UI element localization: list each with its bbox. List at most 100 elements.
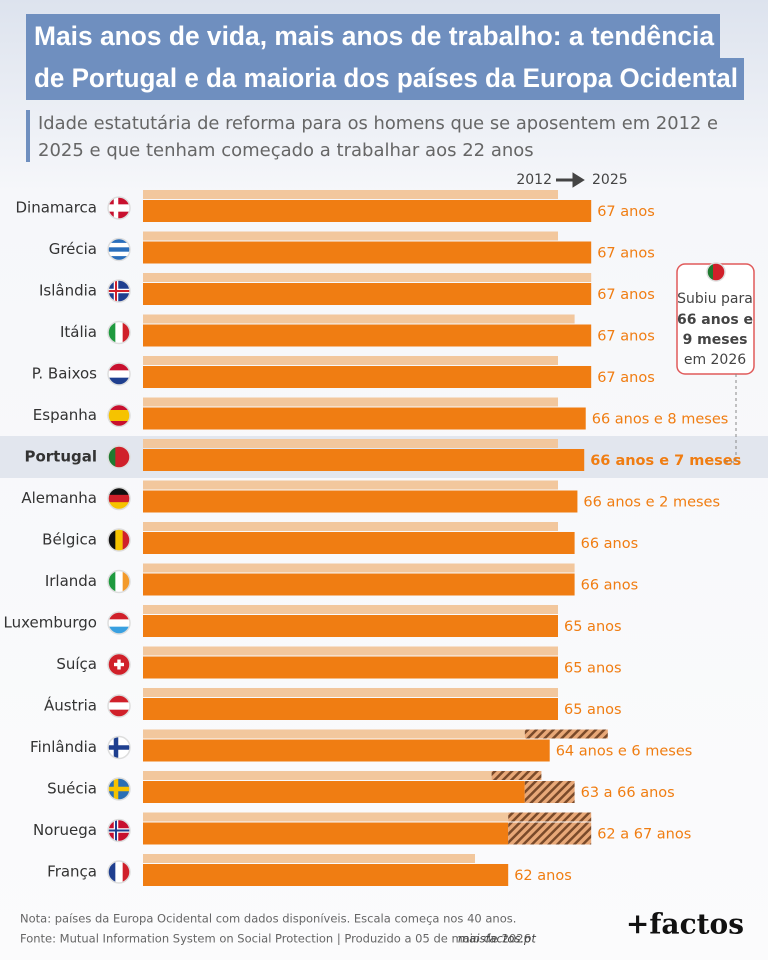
value-label: 66 anos <box>581 536 639 552</box>
bar-2025 <box>143 366 592 388</box>
flag <box>107 403 131 428</box>
flag <box>107 694 131 718</box>
bar-2012 <box>143 771 492 780</box>
category-label: Bélgica <box>42 531 97 549</box>
title: de Portugal e da maioria dos países da E… <box>34 63 738 93</box>
flag-ring <box>107 279 131 303</box>
bar-2012 <box>143 439 558 448</box>
flag-cross <box>117 659 121 670</box>
flag-ring <box>107 860 131 884</box>
value-label: 65 anos <box>564 702 622 718</box>
flag-stripe <box>108 702 130 711</box>
flag-ring <box>107 320 131 345</box>
flag-ring <box>107 486 131 511</box>
bar-2012 <box>143 605 558 614</box>
bar-2025 <box>143 698 558 720</box>
category-label: Áustria <box>44 696 97 715</box>
annotation-text: em 2026 <box>684 352 746 368</box>
flag-stripe <box>108 377 130 385</box>
category-label: Irlanda <box>45 572 97 590</box>
category-label: Noruega <box>33 821 97 839</box>
flag-stripe <box>108 321 116 344</box>
flag-ring <box>107 445 131 469</box>
bar-2012 <box>143 729 525 739</box>
flag-ring <box>107 237 131 262</box>
flag-stripe <box>108 256 130 261</box>
rows: Dinamarca 67 anos Grécia 67 anos Islândia 67 … <box>0 190 768 886</box>
value-label: 65 anos <box>564 661 622 677</box>
annotation-leader <box>722 374 737 463</box>
bar-2025 <box>143 573 575 596</box>
flag-stripe <box>122 570 130 593</box>
value-label: 66 anos <box>581 578 639 594</box>
flag-stripe <box>122 321 130 344</box>
bar-2025 <box>143 241 592 264</box>
flag-stripe <box>108 612 130 620</box>
value-label: 63 a 66 anos <box>581 785 675 801</box>
bar-2025 <box>143 324 592 347</box>
flag <box>706 262 726 282</box>
flag-stripe <box>108 709 130 717</box>
bar-2025 <box>143 200 592 222</box>
flag-ring <box>107 569 131 594</box>
category-label: Suécia <box>47 780 97 798</box>
legend-label: 2012 <box>516 172 552 188</box>
title: Mais anos de vida, mais anos de trabalho… <box>34 21 715 51</box>
flag-ring <box>107 652 131 677</box>
category-label: Espanha <box>33 406 97 424</box>
flag-ring <box>107 528 131 552</box>
subtitle-bar <box>26 110 30 162</box>
flag-stripe <box>108 695 130 703</box>
value-label: 67 anos <box>597 204 655 220</box>
flag-stripe <box>108 619 130 628</box>
flag-ring <box>107 818 131 843</box>
title-bg <box>26 58 744 100</box>
flag-stripe <box>108 238 130 244</box>
flag-stripe <box>707 263 714 281</box>
flag <box>107 777 131 801</box>
flag <box>107 735 131 760</box>
flag <box>107 569 131 594</box>
flag-stripe <box>719 263 725 281</box>
flag-cross <box>113 736 119 759</box>
flag <box>107 486 131 511</box>
bar-2012 <box>143 480 558 490</box>
annotation-text: Subiu para <box>677 291 753 307</box>
flag-cross <box>108 829 130 832</box>
bar-2012 <box>143 522 558 531</box>
bar-2025 <box>143 739 550 762</box>
flag-stripe <box>108 446 116 468</box>
note: Nota: países da Europa Ocidental com dad… <box>20 912 516 926</box>
bar-2012 <box>143 273 592 282</box>
bar-2012 <box>143 812 509 822</box>
bar-2025 <box>143 615 558 637</box>
category-label: Luxemburgo <box>4 614 98 632</box>
bar-2012-range <box>508 812 592 822</box>
flag-stripe <box>108 529 116 551</box>
bar-2012 <box>143 646 558 656</box>
flag-ring <box>107 694 131 718</box>
value-label: 67 anos <box>597 329 655 345</box>
value-label: 62 a 67 anos <box>597 827 691 843</box>
flag-ring <box>107 777 131 801</box>
flag-stripe <box>108 421 130 427</box>
value-label: 66 anos e 2 meses <box>583 495 720 511</box>
flag-stripe <box>115 321 124 344</box>
bar-2012-range <box>491 771 542 780</box>
value-label: 62 anos <box>514 868 572 884</box>
flag-cross <box>108 290 130 292</box>
bar-2025 <box>143 781 525 803</box>
flag-stripe <box>115 570 124 593</box>
bar-2012 <box>143 397 558 407</box>
flag-stripe <box>108 370 130 379</box>
flag-stripe <box>115 861 124 883</box>
flag <box>107 528 131 552</box>
flag-stripe <box>108 415 130 422</box>
flag-ring <box>706 262 726 282</box>
flag-stripe <box>115 529 124 551</box>
bar-2025-range <box>508 822 592 845</box>
bar-2025 <box>143 822 509 845</box>
flag <box>107 652 131 677</box>
legend-label: 2025 <box>592 172 628 188</box>
